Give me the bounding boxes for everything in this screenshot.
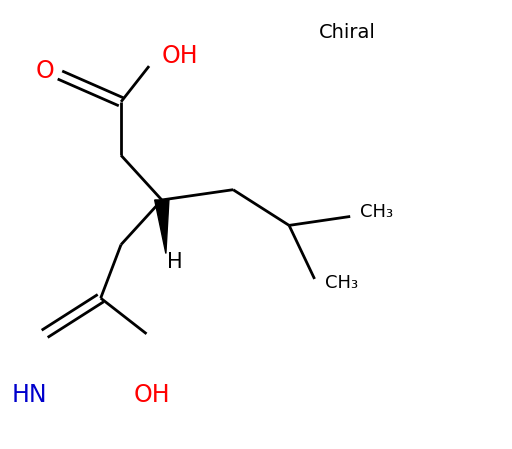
Text: O: O: [35, 58, 54, 83]
Text: CH₃: CH₃: [325, 273, 358, 291]
Text: Chiral: Chiral: [319, 23, 376, 42]
Text: HN: HN: [12, 383, 47, 407]
Text: CH₃: CH₃: [360, 203, 394, 221]
Text: OH: OH: [133, 383, 170, 407]
Text: H: H: [167, 252, 182, 273]
Polygon shape: [155, 200, 169, 254]
Text: OH: OH: [162, 44, 199, 68]
